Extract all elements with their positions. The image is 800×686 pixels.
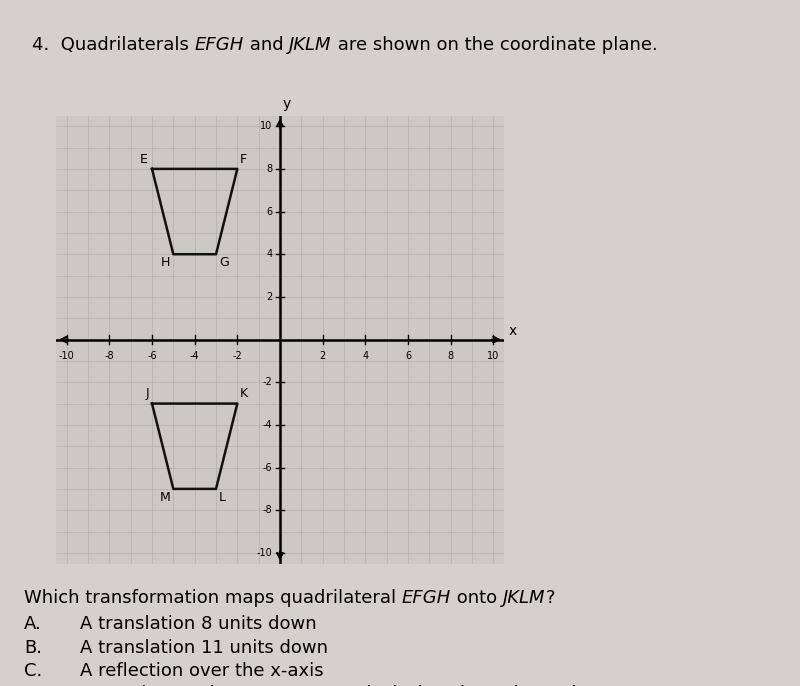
Text: EFGH: EFGH (194, 36, 244, 54)
Text: JKLM: JKLM (290, 36, 332, 54)
Text: -6: -6 (147, 351, 157, 362)
Text: 8: 8 (266, 164, 273, 174)
Text: -6: -6 (263, 462, 273, 473)
Text: 10: 10 (487, 351, 499, 362)
Text: G: G (219, 257, 229, 270)
Text: L: L (219, 491, 226, 504)
Text: H: H (161, 257, 170, 270)
Text: -8: -8 (105, 351, 114, 362)
Text: -2: -2 (262, 377, 273, 387)
Text: ?: ? (546, 589, 555, 608)
Text: 2: 2 (266, 292, 273, 302)
Text: -10: -10 (257, 548, 273, 558)
Text: E: E (140, 153, 148, 166)
Text: M: M (159, 491, 170, 504)
Text: B.: B. (24, 639, 42, 657)
Text: EFGH: EFGH (402, 589, 451, 608)
Text: JKLM: JKLM (503, 589, 546, 608)
Text: 4.  Quadrilaterals: 4. Quadrilaterals (32, 36, 194, 54)
Text: y: y (282, 97, 290, 111)
Text: and: and (244, 36, 290, 54)
Text: 4: 4 (362, 351, 368, 362)
Text: Which transformation maps quadrilateral: Which transformation maps quadrilateral (24, 589, 402, 608)
Text: K: K (239, 388, 247, 401)
Text: F: F (239, 153, 246, 166)
Text: onto: onto (451, 589, 503, 608)
Text: -10: -10 (58, 351, 74, 362)
Text: C.: C. (24, 662, 42, 680)
Text: J: J (145, 388, 149, 401)
Text: 6: 6 (266, 206, 273, 217)
Text: -8: -8 (263, 505, 273, 515)
Text: A translation 11 units down: A translation 11 units down (80, 639, 328, 657)
Text: 6: 6 (405, 351, 411, 362)
Text: x: x (508, 324, 517, 338)
Text: 10: 10 (260, 121, 273, 131)
Text: A translation 8 units down: A translation 8 units down (80, 615, 317, 633)
Text: 8: 8 (448, 351, 454, 362)
Text: are shown on the coordinate plane.: are shown on the coordinate plane. (332, 36, 658, 54)
Text: 4: 4 (266, 249, 273, 259)
Text: A rotation 90 degrees counter clockwise about the orgin: A rotation 90 degrees counter clockwise … (80, 685, 588, 686)
Text: -4: -4 (190, 351, 199, 362)
Text: A reflection over the x-axis: A reflection over the x-axis (80, 662, 324, 680)
Text: D.: D. (24, 685, 44, 686)
Text: -4: -4 (263, 420, 273, 430)
Text: A.: A. (24, 615, 42, 633)
Text: 2: 2 (319, 351, 326, 362)
Text: -2: -2 (233, 351, 242, 362)
